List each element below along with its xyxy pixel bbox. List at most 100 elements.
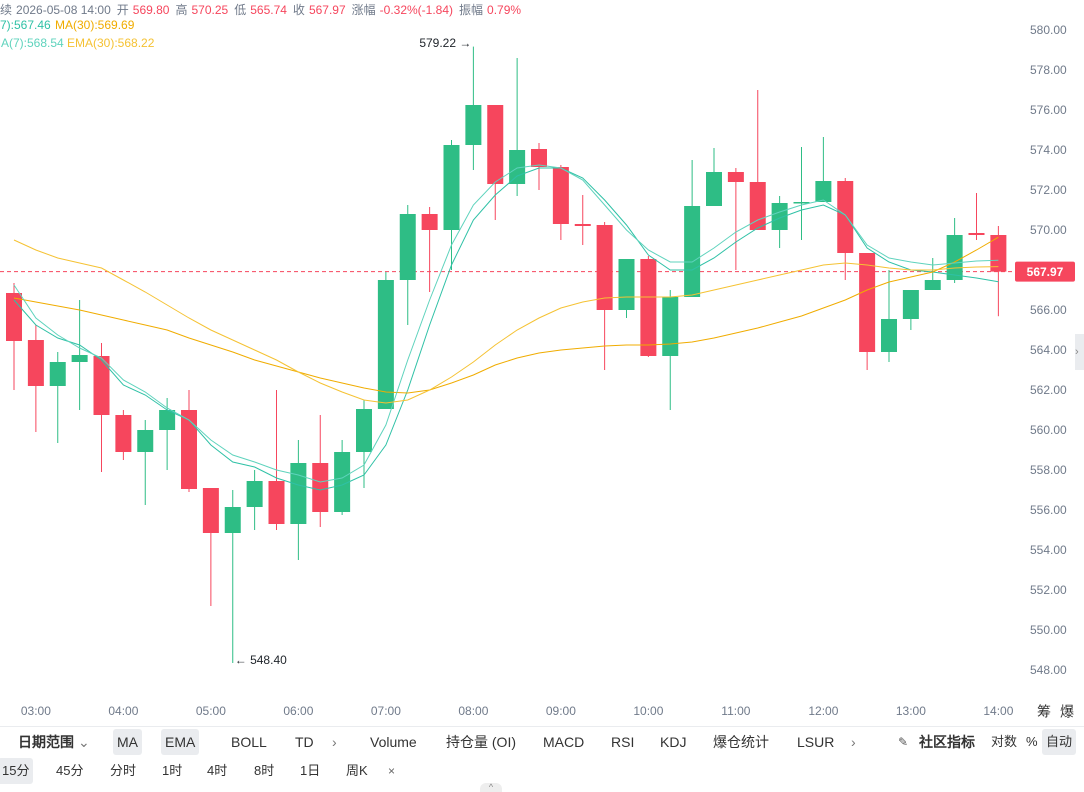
more-arrow[interactable]: › xyxy=(851,734,856,750)
candle-body xyxy=(377,280,394,409)
close-button[interactable]: × xyxy=(388,764,396,778)
header-label: 收 xyxy=(292,3,305,17)
indicator-button[interactable]: TD xyxy=(295,734,314,750)
high-annotation: 579.22 → xyxy=(419,36,471,50)
y-tick-label: 572.00 xyxy=(1030,183,1067,197)
header-label: 振幅 xyxy=(459,3,484,17)
legend-entry: MA(7):567.46 xyxy=(0,18,51,32)
y-tick-label: 560.00 xyxy=(1030,423,1067,437)
candle-body xyxy=(115,415,132,452)
x-tick-label: 04:00 xyxy=(108,704,138,718)
candle-body xyxy=(531,149,547,167)
y-tick-label: 550.00 xyxy=(1030,623,1067,637)
log-toggle[interactable]: 对数 xyxy=(991,734,1018,749)
corner-label: 爆 xyxy=(1060,704,1074,720)
header-label: 开 xyxy=(116,3,129,17)
x-tick-label: 12:00 xyxy=(808,704,838,718)
y-tick-label: 562.00 xyxy=(1030,383,1067,397)
community-indicators[interactable]: 社区指标 xyxy=(919,734,975,750)
candle-body xyxy=(181,410,197,489)
header-label: 高 xyxy=(175,3,188,17)
header-label: 续 xyxy=(0,3,13,17)
indicator-button[interactable]: 爆仓统计 xyxy=(713,734,769,750)
x-tick-label: 13:00 xyxy=(896,704,926,718)
ma-line xyxy=(13,164,999,483)
candle-body xyxy=(356,409,372,452)
candle-body xyxy=(837,181,854,253)
legend-entry: EMA(7):568.54 xyxy=(0,36,64,50)
y-tick-label: 556.00 xyxy=(1030,503,1067,517)
candle-body xyxy=(71,355,88,362)
indicator-button[interactable]: EMA xyxy=(161,729,200,755)
indicator-button[interactable]: LSUR xyxy=(797,734,835,750)
y-tick-label: 574.00 xyxy=(1030,143,1067,157)
edit-icon[interactable]: ✎ xyxy=(898,735,909,749)
auto-toggle[interactable]: 自动 xyxy=(1042,729,1077,755)
low-annotation: ← 548.40 xyxy=(235,653,287,667)
date-range[interactable]: 日期范围 xyxy=(18,734,74,750)
indicator-button[interactable]: MA xyxy=(113,729,142,755)
candle-body xyxy=(137,430,154,452)
interval-button[interactable]: 4时 xyxy=(207,763,228,778)
interval-button[interactable]: 8时 xyxy=(254,763,275,778)
interval-button[interactable]: 1时 xyxy=(162,763,183,778)
candle-body xyxy=(509,150,526,184)
candle-body xyxy=(487,105,504,184)
y-tick-label: 552.00 xyxy=(1030,583,1067,597)
candle-body xyxy=(202,488,219,533)
candle-body xyxy=(443,145,460,230)
header-value: 569.80 xyxy=(132,3,170,17)
ohlc-header: 续 2026-05-08 14:00 开 569.80 高 570.25 低 565.74 收 5… xyxy=(0,1,527,18)
interval-button[interactable]: 分时 xyxy=(110,763,137,778)
expand-handle[interactable]: ^ xyxy=(480,783,502,792)
candle-body xyxy=(224,507,241,533)
header-value: 567.97 xyxy=(308,3,346,17)
ma-line xyxy=(13,167,999,491)
candle-body xyxy=(924,280,941,290)
divider xyxy=(0,726,1084,727)
x-tick-label: 06:00 xyxy=(283,704,313,718)
y-tick-label: 570.00 xyxy=(1030,223,1067,237)
indicator-button[interactable]: Volume xyxy=(370,734,417,750)
indicator-button[interactable]: MACD xyxy=(543,734,585,750)
interval-button[interactable]: 45分 xyxy=(56,763,84,778)
indicator-button[interactable]: KDJ xyxy=(660,734,687,750)
x-tick-label: 11:00 xyxy=(721,704,750,718)
chevron[interactable]: ⌄ xyxy=(78,734,90,750)
y-tick-label: 566.00 xyxy=(1030,303,1067,317)
candle-body xyxy=(684,206,701,297)
percent-toggle[interactable]: % xyxy=(1026,734,1038,749)
indicator-button[interactable]: BOLL xyxy=(231,734,267,750)
candle-body xyxy=(290,463,307,524)
candle-body xyxy=(159,410,176,430)
candle-body xyxy=(246,481,263,507)
header-value: 0.79% xyxy=(487,3,522,17)
side-handle[interactable]: › xyxy=(1075,334,1084,370)
price-label: 567.97 xyxy=(1027,265,1064,279)
candle-body xyxy=(793,202,810,204)
interval-button[interactable]: 15分 xyxy=(0,758,34,784)
corner-label: 筹 xyxy=(1037,704,1051,720)
legend-entry: MA(30):569.69 xyxy=(55,18,135,32)
candle-body xyxy=(662,297,679,356)
candle-body xyxy=(706,172,722,206)
chart: 548.00 550.00 552.00 554.00 556.00 558.00 560.… xyxy=(0,18,1075,720)
x-tick-label: 14:00 xyxy=(983,704,1013,718)
more-arrow[interactable]: › xyxy=(332,734,337,750)
interval-button[interactable]: 1日 xyxy=(300,763,321,778)
candle-body xyxy=(27,340,44,386)
indicator-button[interactable]: 持仓量 (OI) xyxy=(446,734,516,750)
candle-body xyxy=(618,259,635,310)
interval-button[interactable]: 周K xyxy=(346,763,368,778)
header-value: 2026-05-08 14:00 xyxy=(16,3,111,17)
candle-body xyxy=(640,259,657,356)
indicator-button[interactable]: RSI xyxy=(611,734,635,750)
x-tick-label: 08:00 xyxy=(458,704,488,718)
y-tick-label: 564.00 xyxy=(1030,343,1067,357)
candle-body xyxy=(771,203,788,230)
candle-body xyxy=(990,235,1007,272)
candle-body xyxy=(421,214,438,230)
y-tick-label: 576.00 xyxy=(1030,103,1067,117)
candle-body xyxy=(334,452,351,512)
